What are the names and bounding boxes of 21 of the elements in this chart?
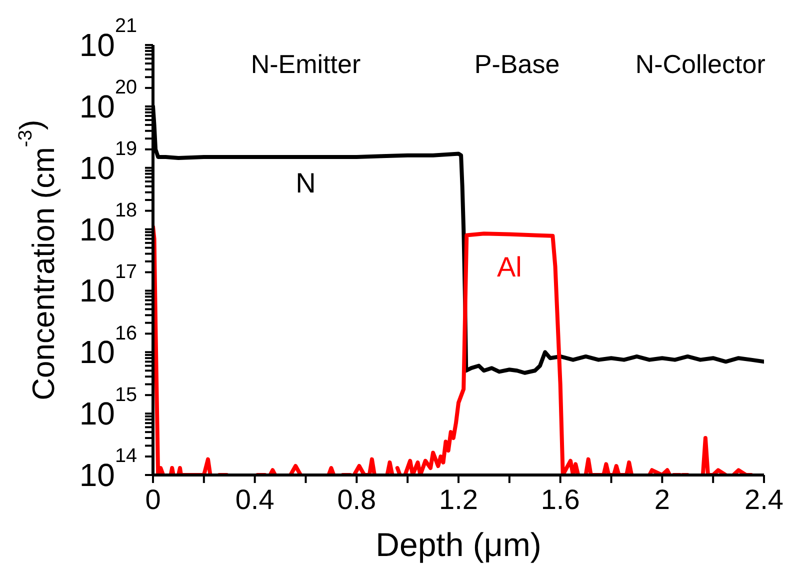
y-tick-label: 10$^{19}$ [79,138,137,186]
x-tick-label: 0.4 [235,484,274,515]
annotation: N-Collector [635,49,766,80]
y-tick-label: 10$^{15}$ [79,384,137,432]
x-tick-label: 1.6 [540,484,580,515]
series-label: N [296,167,316,198]
y-tick-label: 10$^{14}$ [79,445,137,493]
x-tick-label: 2 [654,484,670,515]
x-tick-label: 0.8 [337,484,376,515]
y-tick-label: 10$^{20}$ [79,76,137,124]
x-tick-label: 1.2 [439,484,478,515]
x-axis-title: Depth (μm) [376,526,542,563]
y-tick-label: 10$^{17}$ [79,260,137,309]
x-tick-label: 2.4 [744,484,784,515]
annotation: P-Base [474,49,560,80]
y-tick-label: 10$^{16}$ [79,322,137,370]
x-tick-label: 0 [145,484,161,515]
y-tick-label: 10$^{21}$ [79,15,137,63]
annotation: N-Emitter [250,49,361,80]
y-tick-label: 10$^{18}$ [79,199,137,248]
series-label: Al [496,252,522,283]
